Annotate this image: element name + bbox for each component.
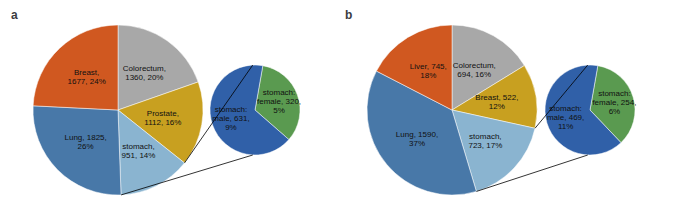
svg-text:18%: 18%	[420, 71, 436, 80]
svg-text:11%: 11%	[558, 122, 573, 131]
svg-text:1112, 16%: 1112, 16%	[144, 118, 181, 127]
svg-text:male, 469,: male, 469,	[547, 113, 584, 122]
svg-text:b: b	[345, 8, 352, 22]
svg-text:1360, 20%: 1360, 20%	[125, 73, 163, 82]
svg-text:Breast, 522,: Breast, 522,	[475, 93, 518, 102]
svg-text:37%: 37%	[409, 139, 425, 148]
svg-text:5%: 5%	[273, 106, 285, 115]
svg-text:Colorectum,: Colorectum,	[123, 64, 166, 73]
svg-text:Prostate,: Prostate,	[147, 109, 179, 118]
svg-text:Colorectum,: Colorectum,	[453, 61, 496, 70]
svg-text:stomach:: stomach:	[214, 105, 248, 114]
svg-text:Breast,: Breast,	[74, 68, 99, 77]
svg-text:694, 16%: 694, 16%	[457, 70, 491, 79]
svg-text:12%: 12%	[489, 102, 505, 111]
svg-text:9%: 9%	[225, 123, 237, 132]
svg-text:26%: 26%	[78, 142, 94, 151]
svg-text:stomach,: stomach,	[469, 132, 501, 141]
svg-text:a: a	[11, 8, 18, 22]
svg-text:Liver, 745,: Liver, 745,	[410, 62, 447, 71]
svg-text:Lung, 1825,: Lung, 1825,	[64, 133, 106, 142]
svg-text:6%: 6%	[609, 107, 621, 116]
svg-text:Lung, 1590,: Lung, 1590,	[396, 130, 438, 139]
svg-text:stomach:: stomach:	[549, 103, 582, 113]
svg-text:1677, 24%: 1677, 24%	[67, 77, 105, 86]
svg-text:stomach:: stomach:	[263, 88, 295, 97]
svg-text:stomach:: stomach:	[598, 89, 630, 98]
svg-text:female, 320,: female, 320,	[257, 97, 301, 106]
svg-text:male, 631,: male, 631,	[212, 114, 250, 123]
svg-text:stomach,: stomach,	[122, 142, 154, 151]
svg-text:951, 14%: 951, 14%	[122, 151, 156, 160]
svg-text:723, 17%: 723, 17%	[468, 141, 502, 150]
svg-text:female, 254,: female, 254,	[592, 98, 636, 107]
